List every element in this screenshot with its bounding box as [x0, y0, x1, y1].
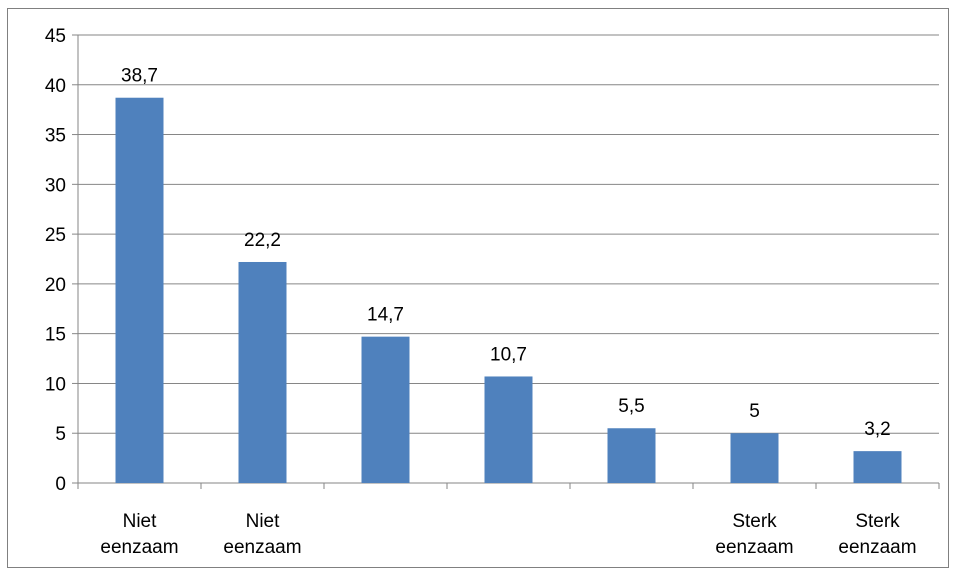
bar: [361, 336, 410, 483]
y-tick-label: 5: [55, 424, 66, 445]
x-category-label: eenzaam: [715, 537, 793, 558]
y-tick-label: 15: [45, 325, 66, 346]
bar: [607, 428, 656, 483]
bar-layer: [115, 97, 902, 483]
data-label: 10,7: [490, 344, 527, 365]
y-tick-label: 10: [45, 374, 66, 395]
data-label: 5,5: [618, 396, 644, 417]
x-category-label: Niet: [123, 511, 158, 532]
x-category-label: Sterk: [855, 511, 900, 532]
data-label: 14,7: [367, 305, 404, 326]
data-label: 38,7: [121, 66, 158, 87]
y-tick-label: 40: [45, 76, 66, 97]
x-category-label: eenzaam: [838, 537, 916, 558]
x-category-label: Sterk: [732, 511, 777, 532]
x-category-label: eenzaam: [100, 537, 178, 558]
bar: [115, 97, 164, 483]
x-category-label: Niet: [246, 511, 281, 532]
y-tick-label: 30: [45, 175, 66, 196]
data-label: 3,2: [864, 419, 890, 440]
y-tick-label: 0: [55, 474, 66, 495]
y-tick-label: 35: [45, 126, 66, 147]
bar: [484, 376, 533, 483]
data-label: 22,2: [244, 230, 281, 251]
y-tick-label: 25: [45, 225, 66, 246]
y-tick-label: 20: [45, 275, 66, 296]
data-label: 5: [749, 401, 760, 422]
bar: [730, 433, 779, 483]
y-tick-label: 45: [45, 26, 66, 47]
chart-frame: [7, 8, 949, 568]
bar: [238, 261, 287, 483]
x-category-label: eenzaam: [223, 537, 301, 558]
label-layer: 0 5 10 15 20 25 30 35 40 45 38,7 Niet eenzaam 22,2 Nie…: [45, 26, 917, 558]
bar: [853, 451, 902, 483]
grid-layer: [78, 34, 939, 434]
